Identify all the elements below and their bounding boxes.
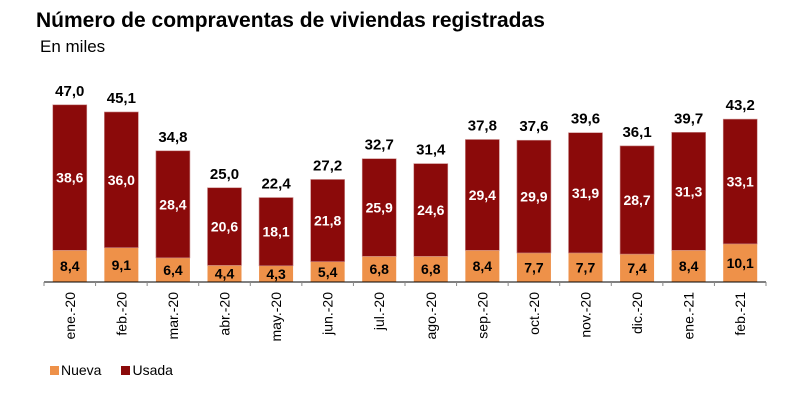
data-label-total: 36,1 [622, 124, 651, 141]
data-label-usada: 24,6 [417, 202, 444, 218]
bar-usada [361, 158, 397, 257]
data-label-usada: 25,9 [366, 200, 393, 216]
x-tick-label: abr.-20 [217, 292, 233, 336]
bar-usada [207, 187, 242, 266]
legend-label-usada: Usada [132, 362, 173, 378]
data-label-usada: 28,4 [159, 196, 186, 212]
data-label-nueva: 4,4 [215, 266, 235, 282]
x-tick-label: ene.-21 [681, 292, 697, 340]
bar-usada [671, 132, 706, 251]
legend-swatch-usada [121, 365, 131, 375]
x-tick-label: ene.-20 [62, 292, 78, 340]
x-tick-label: jul.-20 [371, 292, 387, 331]
data-label-total: 22,4 [261, 176, 291, 193]
data-label-nueva: 7,7 [524, 259, 544, 275]
data-label-total: 39,6 [571, 111, 600, 128]
chart-title: Número de compraventas de viviendas regi… [36, 9, 545, 32]
data-label-total: 31,4 [416, 142, 446, 159]
data-label-nueva: 10,1 [727, 255, 754, 271]
data-label-usada: 31,9 [572, 185, 599, 201]
x-tick-label: oct.-20 [526, 292, 542, 335]
data-label-nueva: 9,1 [112, 257, 132, 273]
data-label-total: 39,7 [674, 110, 703, 127]
bar-nueva [516, 252, 551, 282]
bar-usada [568, 132, 603, 254]
bar-usada [52, 104, 88, 251]
bar-nueva [671, 250, 706, 282]
bar-usada [465, 139, 500, 251]
data-label-nueva: 7,4 [627, 260, 647, 276]
data-label-nueva: 6,4 [163, 262, 183, 278]
data-label-nueva: 8,4 [679, 258, 699, 274]
bar-usada [258, 197, 294, 267]
data-label-total: 27,2 [313, 157, 342, 174]
bar-usada [104, 111, 139, 248]
legend-label-nueva: Nueva [61, 362, 102, 378]
data-label-usada: 33,1 [727, 174, 754, 190]
data-label-nueva: 5,4 [318, 264, 338, 280]
x-tick-label: dic.-20 [629, 292, 645, 334]
data-label-total: 32,7 [365, 137, 394, 154]
x-tick-label: nov.-20 [578, 292, 594, 338]
bar-nueva [155, 257, 190, 282]
data-label-usada: 29,9 [520, 189, 547, 205]
data-label-nueva: 4,3 [266, 266, 286, 282]
data-label-nueva: 7,7 [576, 259, 596, 275]
x-axis: ene.-20 feb.-20 mar.-20 abr.-20 may.-20 jun.-… [43, 281, 767, 342]
data-label-usada: 31,3 [675, 183, 702, 199]
bar-nueva [568, 252, 603, 282]
data-label-usada: 38,6 [56, 170, 83, 186]
data-label-nueva: 8,4 [60, 258, 80, 274]
labels-group: 8,4 38,6 47,0 9,1 36,0 45,1 6,4 28,4 34,8 4,4 20,6… [55, 83, 755, 282]
legend-item-nueva: Nueva [50, 362, 101, 378]
data-label-total: 25,0 [210, 166, 239, 183]
x-tick-label: feb.-21 [732, 292, 748, 336]
data-label-total: 43,2 [726, 97, 755, 114]
data-label-usada: 21,8 [314, 213, 341, 229]
data-label-nueva: 6,8 [421, 261, 441, 277]
x-tick-label: may.-20 [268, 292, 284, 342]
bar-nueva [104, 247, 139, 282]
legend-swatch-nueva [50, 365, 59, 375]
chart-subtitle: En miles [40, 37, 106, 56]
data-label-total: 37,8 [468, 117, 497, 134]
x-tick-label: mar.-20 [165, 292, 181, 340]
data-label-total: 45,1 [107, 90, 136, 107]
data-label-nueva: 8,4 [473, 258, 493, 274]
data-label-usada: 29,4 [469, 187, 496, 203]
bar-nueva [465, 250, 500, 282]
bar-nueva [310, 261, 345, 282]
legend: Nueva Usada [50, 362, 193, 378]
data-label-total: 34,8 [158, 129, 187, 146]
bar-usada [310, 179, 345, 262]
bar-nueva [207, 265, 242, 282]
bar-nueva [413, 256, 448, 282]
data-label-usada: 28,7 [623, 192, 650, 208]
x-tick-label: sep.-20 [474, 292, 490, 339]
data-label-usada: 18,1 [262, 224, 289, 240]
bar-nueva [362, 256, 397, 282]
x-tick-label: ago.-20 [423, 292, 439, 340]
bar-usada [722, 118, 758, 245]
data-label-usada: 20,6 [211, 219, 238, 235]
bars-group [52, 104, 758, 282]
data-label-total: 37,6 [519, 118, 548, 135]
x-tick-label: feb.-20 [113, 292, 129, 336]
bar-nueva [620, 254, 655, 282]
legend-item-usada: Usada [121, 362, 173, 378]
bar-nueva [723, 243, 758, 282]
bar-usada [413, 163, 449, 257]
bar-usada [155, 150, 191, 259]
bar-nueva [52, 250, 87, 282]
data-label-nueva: 6,8 [369, 261, 389, 277]
bar-usada [619, 145, 655, 255]
bar-nueva [259, 265, 294, 282]
x-tick-label: jun.-20 [320, 292, 336, 336]
data-label-total: 47,0 [55, 83, 84, 100]
bar-usada [516, 139, 552, 254]
data-label-usada: 36,0 [108, 172, 135, 188]
